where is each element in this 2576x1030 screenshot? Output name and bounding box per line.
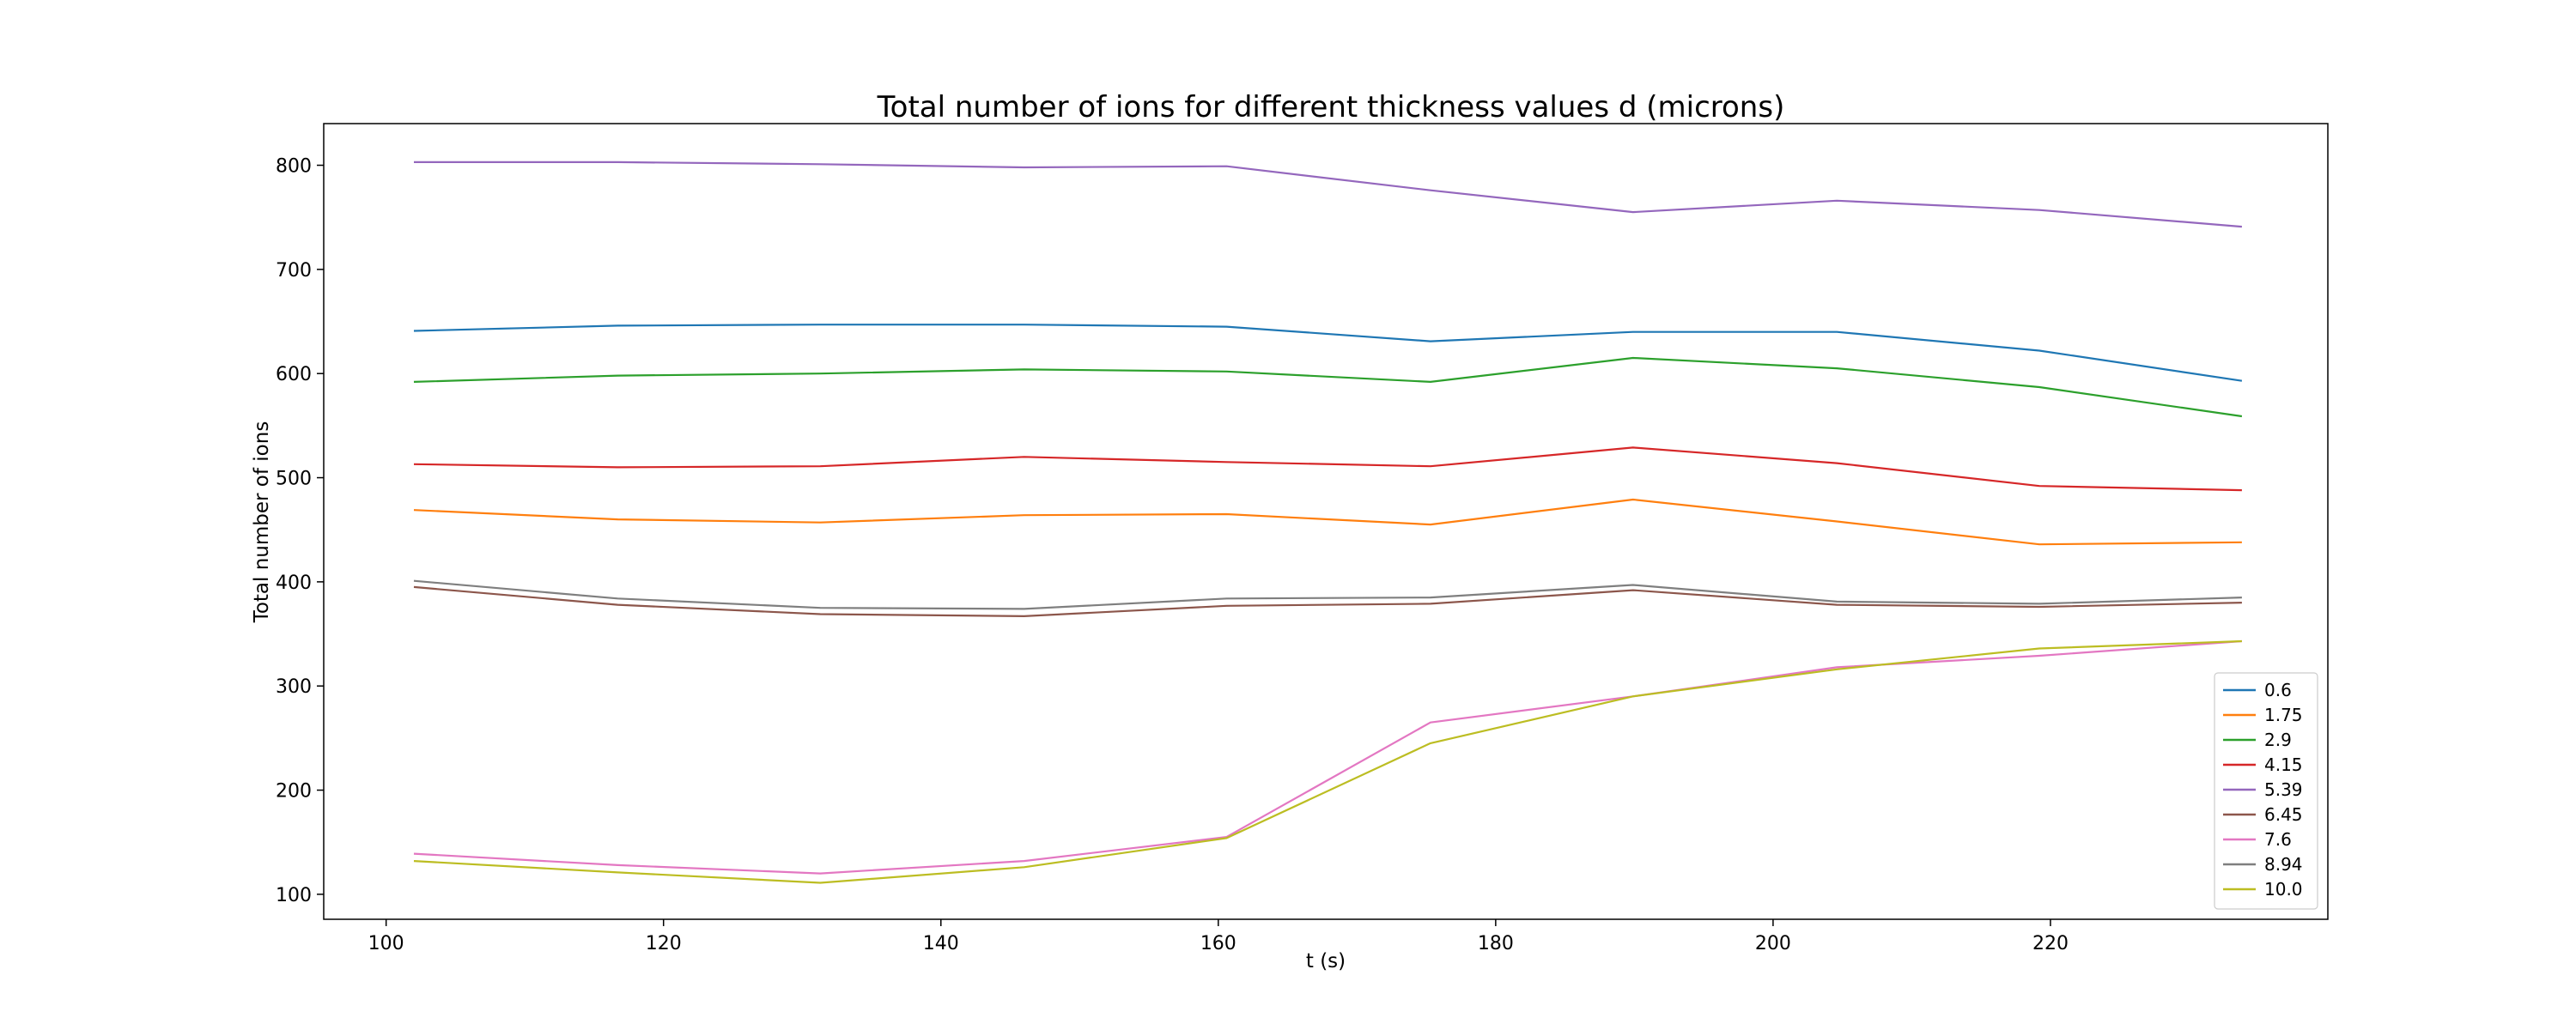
y-tick-label: 300	[276, 676, 312, 698]
x-tick-label: 180	[1478, 933, 1514, 954]
x-tick-label: 160	[1200, 933, 1236, 954]
series-line-6-45	[413, 585, 2242, 618]
legend-label: 7.6	[2264, 829, 2292, 850]
y-tick-label: 500	[276, 469, 312, 490]
plot-frame	[323, 123, 2329, 920]
y-tick-label: 400	[276, 573, 312, 594]
legend-label: 6.45	[2264, 804, 2303, 825]
y-tick-label: 600	[276, 364, 312, 385]
y-axis-label: Total number of ions	[251, 421, 273, 624]
series-line-1-75	[413, 498, 2242, 546]
x-tick-label: 220	[2032, 933, 2069, 954]
legend-label: 4.15	[2264, 754, 2303, 775]
x-axis: 100 120 140 160 180 200 220	[368, 919, 2069, 954]
y-axis: 100 200 300 400 500 600 700 800	[276, 156, 324, 906]
legend: 0.6 1.75 2.9 4.15 5.39 6.45 7.6 8.94 10.0	[2214, 672, 2318, 910]
series-line-2-9	[413, 356, 2243, 418]
legend-box	[2214, 672, 2318, 910]
series-line-4-15	[413, 446, 2242, 492]
legend-label: 1.75	[2264, 705, 2303, 725]
legend-label: 5.39	[2264, 779, 2303, 800]
x-axis-label: t (s)	[1306, 950, 1346, 972]
legend-label: 0.6	[2264, 680, 2292, 700]
series-line-8-94	[413, 579, 2242, 610]
y-tick-label: 200	[276, 781, 312, 803]
series-line-0-6	[413, 324, 2243, 382]
series-line-5-39	[414, 161, 2242, 228]
x-tick-label: 120	[646, 933, 682, 954]
legend-label: 8.94	[2264, 854, 2303, 875]
x-tick-label: 200	[1755, 933, 1791, 954]
plot-area	[413, 161, 2243, 884]
y-tick-label: 800	[276, 156, 312, 178]
legend-label: 2.9	[2264, 730, 2292, 750]
series-line-7-6	[413, 639, 2242, 875]
x-tick-label: 100	[368, 933, 404, 954]
y-tick-label: 700	[276, 260, 312, 282]
chart-title: Total number of ions for different thick…	[877, 90, 1785, 124]
legend-label: 10.0	[2264, 879, 2303, 900]
y-tick-label: 100	[276, 885, 312, 906]
series-line-10-0	[413, 639, 2242, 884]
x-tick-label: 140	[923, 933, 959, 954]
